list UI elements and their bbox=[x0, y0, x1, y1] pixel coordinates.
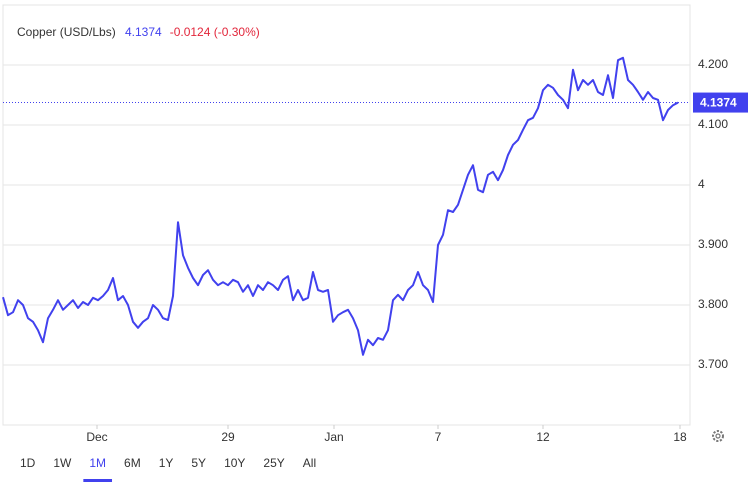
quote-price: 4.1374 bbox=[125, 25, 162, 39]
y-tick-label: 3.900 bbox=[698, 237, 728, 251]
range-button[interactable]: 25Y bbox=[263, 456, 284, 470]
y-tick-label: 4 bbox=[698, 177, 705, 191]
price-tag-label: 4.1374 bbox=[700, 96, 737, 110]
range-selected-underline bbox=[83, 479, 113, 482]
x-tick-label: 18 bbox=[673, 430, 687, 444]
range-button[interactable]: 1W bbox=[53, 456, 72, 470]
y-tick-label: 4.200 bbox=[698, 57, 728, 71]
range-button[interactable]: 1Y bbox=[159, 456, 174, 470]
range-button[interactable]: 10Y bbox=[224, 456, 245, 470]
price-line bbox=[2, 56, 679, 356]
settings-icon[interactable] bbox=[712, 430, 724, 442]
y-tick-label: 3.700 bbox=[698, 357, 728, 371]
range-button[interactable]: 6M bbox=[124, 456, 141, 470]
y-tick-label: 3.800 bbox=[698, 297, 728, 311]
plot-frame bbox=[2, 4, 691, 426]
range-button[interactable]: 1M bbox=[89, 456, 106, 470]
range-button[interactable]: 1D bbox=[20, 456, 36, 470]
chart-title: Copper (USD/Lbs) bbox=[17, 25, 116, 39]
x-tick-label: Dec bbox=[86, 430, 107, 444]
range-button[interactable]: All bbox=[303, 456, 316, 470]
x-tick-label: Jan bbox=[324, 430, 343, 444]
range-button[interactable]: 5Y bbox=[191, 456, 206, 470]
quote-change: -0.0124 (-0.30%) bbox=[170, 25, 260, 39]
price-tag bbox=[693, 92, 748, 113]
y-tick-label: 4.100 bbox=[698, 117, 728, 131]
x-tick-label: 7 bbox=[435, 430, 442, 444]
x-tick-label: 12 bbox=[536, 430, 550, 444]
x-tick-label: 29 bbox=[221, 430, 235, 444]
